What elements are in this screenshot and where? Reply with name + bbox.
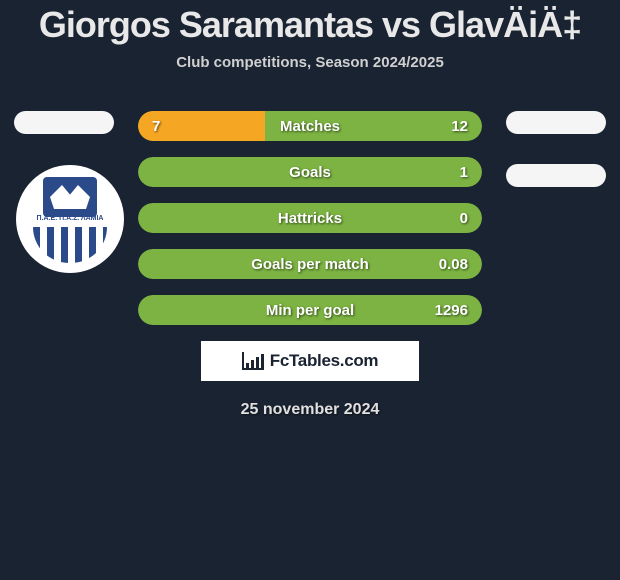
stat-bars: 7 Matches 12 Goals 1 Hattricks 0 <box>138 111 482 325</box>
club-badge-right <box>506 164 606 187</box>
stats-area: Π.Α.Ε. Π.Α.Σ. ΛΑΜΙΑ 7 Matches 12 Goals 1 <box>0 111 620 419</box>
date-text: 25 november 2024 <box>10 401 610 419</box>
brand-text: FcTables.com <box>270 351 379 371</box>
subtitle: Club competitions, Season 2024/2025 <box>0 54 620 71</box>
stat-label: Min per goal <box>266 302 354 319</box>
stat-label: Goals per match <box>251 256 369 273</box>
stat-right-value: 0.08 <box>439 256 468 273</box>
stat-bar-hattricks: Hattricks 0 <box>138 203 482 233</box>
stat-right-value: 12 <box>451 118 468 135</box>
stat-bar-goals: Goals 1 <box>138 157 482 187</box>
stat-label: Matches <box>280 118 340 135</box>
club-badge-left: Π.Α.Ε. Π.Α.Σ. ΛΑΜΙΑ <box>16 165 124 273</box>
page-title: Giorgos Saramantas vs GlavÄiÄ‡ <box>0 4 620 46</box>
stat-right-value: 1 <box>460 164 468 181</box>
stat-bar-mpg: Min per goal 1296 <box>138 295 482 325</box>
stat-label: Goals <box>289 164 331 181</box>
stat-bar-matches: 7 Matches 12 <box>138 111 482 141</box>
stat-bar-gpm: Goals per match 0.08 <box>138 249 482 279</box>
stat-right-value: 0 <box>460 210 468 227</box>
root: Giorgos Saramantas vs GlavÄiÄ‡ Club comp… <box>0 0 620 419</box>
brand-chart-icon <box>242 352 264 370</box>
player-right-avatar <box>506 111 606 134</box>
brand-box: FcTables.com <box>201 341 419 381</box>
stat-label: Hattricks <box>278 210 342 227</box>
stat-left-value: 7 <box>152 118 160 135</box>
lamia-badge-icon: Π.Α.Ε. Π.Α.Σ. ΛΑΜΙΑ <box>16 165 124 273</box>
player-left-avatar <box>14 111 114 134</box>
stat-right-value: 1296 <box>435 302 468 319</box>
